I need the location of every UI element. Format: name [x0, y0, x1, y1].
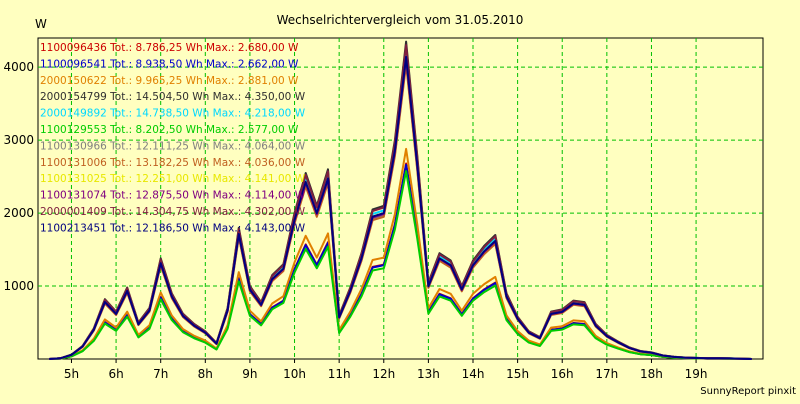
legend-entry: 1100096436 Tot.: 8.786,25 Wh Max.: 2.680…: [40, 42, 299, 54]
y-tick-label: 2000: [3, 206, 34, 220]
y-axis-label: W: [35, 17, 47, 31]
legend-entry: 1100131025 Tot.: 12.251,00 Wh Max.: 4.14…: [40, 173, 306, 185]
x-tick-label: 18h: [640, 367, 663, 381]
y-axis-ticks: 1000 2000 3000 4000: [3, 60, 34, 293]
legend: 1100096436 Tot.: 8.786,25 Wh Max.: 2.680…: [40, 42, 306, 234]
footer-credit: SunnyReport pinxit: [700, 386, 796, 397]
x-tick-label: 5h: [64, 367, 79, 381]
series-line: [49, 55, 752, 360]
series-lines: [49, 40, 752, 360]
legend-entry: 1100129553 Tot.: 8.202,50 Wh Max.: 2.577…: [40, 124, 299, 136]
x-tick-label: 16h: [551, 367, 574, 381]
legend-entry: 1100131074 Tot.: 12.875,50 Wh Max.: 4.11…: [40, 190, 306, 202]
y-tick-label: 3000: [3, 133, 34, 147]
legend-entry: 2000149892 Tot.: 14.738,50 Wh Max.: 4.21…: [40, 108, 306, 120]
x-tick-label: 10h: [283, 367, 306, 381]
legend-entry: 1100131006 Tot.: 13.182,25 Wh Max.: 4.03…: [40, 157, 306, 169]
legend-entry: 1100213451 Tot.: 12.186,50 Wh Max.: 4.14…: [40, 222, 306, 234]
x-tick-label: 11h: [328, 367, 351, 381]
x-tick-label: 19h: [685, 367, 708, 381]
x-tick-label: 14h: [462, 367, 485, 381]
x-tick-label: 9h: [242, 367, 257, 381]
x-tick-label: 7h: [153, 367, 168, 381]
x-tick-label: 13h: [417, 367, 440, 381]
legend-entry: 1100130966 Tot.: 12.111,25 Wh Max.: 4.06…: [40, 140, 306, 152]
x-tick-label: 17h: [595, 367, 618, 381]
x-tick-label: 8h: [198, 367, 213, 381]
legend-entry: 2000150622 Tot.: 9.965,25 Wh Max.: 2.881…: [40, 75, 299, 87]
legend-entry: 1100096541 Tot.: 8.938,50 Wh Max.: 2.662…: [40, 58, 299, 70]
x-tick-label: 6h: [108, 367, 123, 381]
y-tick-label: 1000: [3, 279, 34, 293]
chart-title: Wechselrichtervergleich vom 31.05.2010: [277, 13, 524, 27]
x-tick-label: 12h: [372, 367, 395, 381]
legend-entry: 2000154799 Tot.: 14.504,50 Wh Max.: 4.35…: [40, 91, 306, 103]
series-line: [49, 170, 752, 360]
y-tick-label: 4000: [3, 60, 34, 74]
x-axis-ticks: 5h 6h 7h 8h 9h 10h 11h 12h 13h 14h 15h 16h 17h 18h 19h: [64, 359, 708, 381]
x-tick-label: 15h: [506, 367, 529, 381]
legend-entry: 2000001409 Tot.: 14.304,75 Wh Max.: 4.30…: [40, 206, 306, 218]
